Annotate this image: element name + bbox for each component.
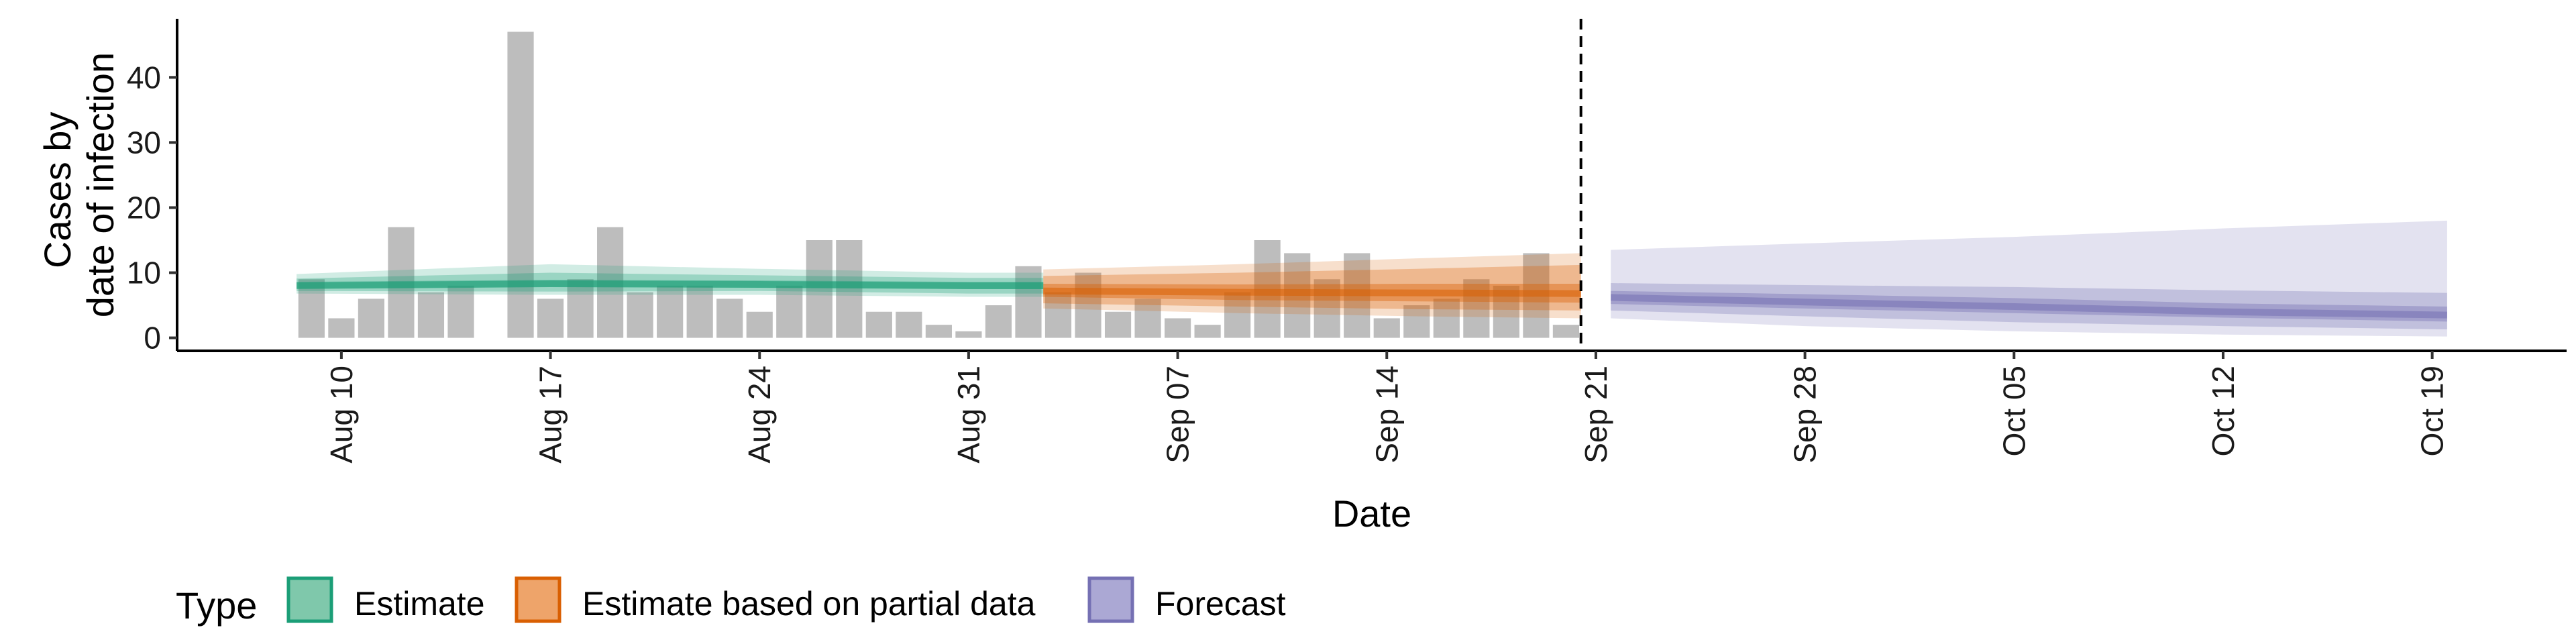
legend-label: Estimate (354, 585, 485, 623)
case-bar (1134, 299, 1161, 338)
case-bar (627, 292, 653, 338)
case-bar (328, 318, 355, 338)
case-bar (1224, 292, 1251, 338)
y-tick-label: 40 (127, 60, 161, 95)
x-tick-label: Oct 12 (2206, 366, 2241, 457)
case-bar (447, 285, 474, 338)
y-axis-title-line-1: Cases by (36, 112, 78, 268)
case-bar (836, 240, 863, 338)
forecast-ci95-band (1611, 220, 2447, 337)
case-bar (686, 285, 713, 338)
legend-key (515, 576, 561, 623)
x-tick-label: Aug 31 (951, 366, 986, 464)
case-bar (1313, 279, 1340, 338)
x-axis-title: Date (1332, 492, 1411, 535)
case-bar (985, 305, 1012, 338)
legend-key (1087, 576, 1134, 623)
estimate-median-line (297, 280, 1044, 289)
legend-items: Estimate Estimate based on partial data Fo… (286, 576, 1286, 623)
y-axis-title: Cases by date of infection (36, 52, 121, 317)
legend: Type Estimate Estimate based on partial d… (176, 576, 1286, 627)
case-bar (1194, 325, 1221, 338)
case-bar (865, 311, 892, 338)
x-tick-label: Oct 19 (2415, 366, 2450, 457)
x-tick-label: Aug 17 (533, 366, 568, 464)
x-tick-label: Aug 10 (324, 366, 359, 464)
legend-label: Forecast (1155, 585, 1286, 623)
x-tick-label: Sep 14 (1369, 366, 1404, 464)
estimate-based-on-partial-data-median-line (1043, 287, 1581, 297)
bars-layer (298, 32, 1579, 338)
case-bar (567, 279, 594, 338)
forecast-median-line (1611, 294, 2447, 319)
x-tick-label: Sep 28 (1788, 366, 1823, 464)
case-bar (358, 299, 384, 338)
case-bar (1104, 311, 1132, 338)
estimate-ci95-band (297, 264, 1044, 297)
y-tick-label: 10 (127, 256, 161, 290)
axes: 0 10 20 30 40 Aug 10 Aug 17 Aug 24 Aug 31 Sep 07… (127, 19, 2567, 464)
case-bar (896, 311, 922, 338)
legend-key (286, 576, 333, 623)
x-tick-label: Sep 07 (1161, 366, 1195, 464)
case-bar (746, 311, 773, 338)
median-lines-layer (297, 280, 2447, 319)
x-tick-label: Sep 21 (1578, 366, 1613, 464)
case-bar (1373, 318, 1400, 338)
x-tick-label: Aug 24 (742, 366, 777, 464)
y-tick-label: 20 (127, 190, 161, 225)
case-bar (1165, 318, 1191, 338)
case-bar (776, 285, 803, 338)
case-bar (716, 299, 743, 338)
y-axis-title-line-2: date of infection (79, 52, 121, 317)
case-bar (417, 292, 445, 338)
x-tick-label: Oct 05 (1996, 366, 2031, 457)
y-tick-label: 30 (127, 125, 161, 160)
case-bar (657, 285, 684, 338)
case-bar (1552, 325, 1579, 338)
case-bar (1403, 305, 1430, 338)
case-bar (1463, 279, 1490, 338)
legend-label: Estimate based on partial data (582, 585, 1036, 623)
x-axis-ticks: Aug 10 Aug 17 Aug 24 Aug 31 Sep 07 Sep 14 Sep … (324, 351, 2450, 464)
case-bar (925, 325, 952, 338)
y-tick-label: 0 (144, 321, 161, 356)
case-bar (537, 299, 564, 338)
case-bar (806, 240, 833, 338)
case-bar (1015, 266, 1042, 338)
case-bar (1044, 292, 1072, 338)
case-bar (955, 331, 982, 338)
case-bar (1433, 299, 1460, 338)
estimate-based-on-partial-data-ci90-band (1043, 264, 1581, 311)
estimate-based-on-partial-data-ci95-band (1043, 253, 1581, 319)
y-axis-ticks: 0 10 20 30 40 (127, 60, 177, 356)
case-bar (1075, 272, 1102, 338)
legend-title: Type (176, 584, 257, 627)
